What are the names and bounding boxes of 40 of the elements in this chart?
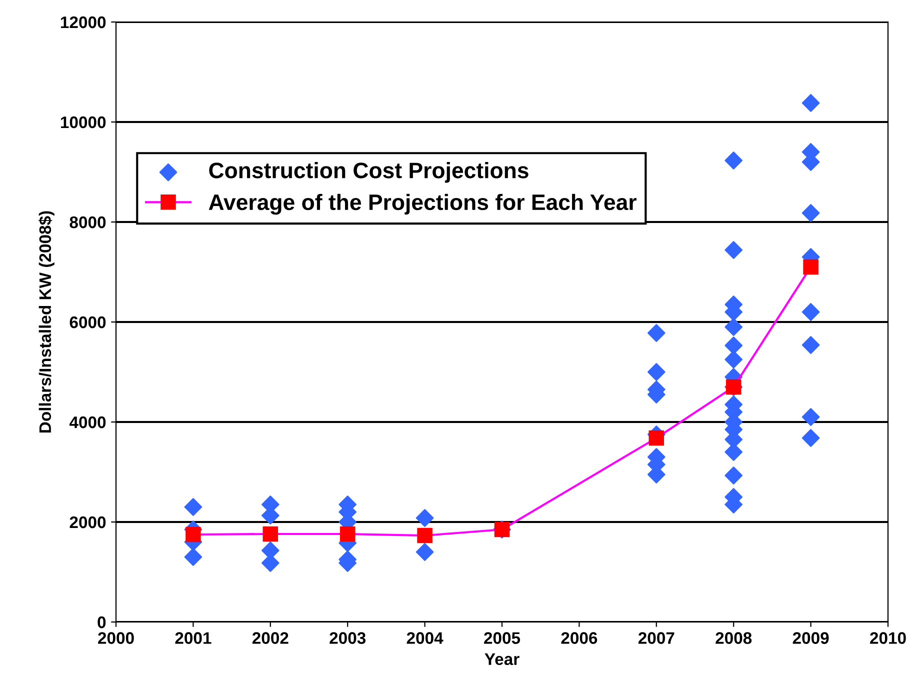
y-tick-label: 8000 [70,216,106,228]
x-tick-label: 2005 [484,632,520,644]
point [416,509,434,527]
x-tick-label: 2004 [406,632,444,644]
y-tick-label: 6000 [70,316,106,328]
point [802,336,820,354]
point [724,318,743,336]
x-tick-label: 2007 [638,632,674,644]
legend-label: Construction Cost Projections [209,162,528,183]
point [647,324,666,342]
point [802,408,820,426]
point [724,350,743,368]
point [724,466,743,484]
point [802,429,820,447]
point [184,498,202,516]
point [724,241,743,259]
point [724,336,743,354]
point [802,94,820,112]
y-tick-label: 2000 [70,516,106,528]
y-tick-label: 0 [98,616,106,628]
x-tick-label: 2009 [792,632,829,644]
x-axis-title: Year [484,653,520,666]
x-tick-label: 2008 [716,632,752,644]
point [647,363,666,381]
y-tick-label: 12000 [60,16,106,28]
x-tick-label: 2002 [252,632,288,644]
point [724,152,743,170]
legend-label: Average of the Projections for Each Year [208,194,636,215]
x-tick-label: 2003 [330,632,366,644]
x-tick-label: 2006 [561,632,598,644]
y-tick-label: 4000 [69,416,106,428]
y-tick-label: 10000 [60,116,106,128]
point [184,548,202,566]
x-tick-label: 2001 [175,632,212,644]
point [802,204,820,222]
point [416,543,434,561]
point [802,303,820,321]
x-tick-label: 2000 [98,632,134,644]
x-tick-label: 2010 [870,632,906,644]
y-axis-title: Dollars/Installed KW (2008$) [38,211,54,432]
